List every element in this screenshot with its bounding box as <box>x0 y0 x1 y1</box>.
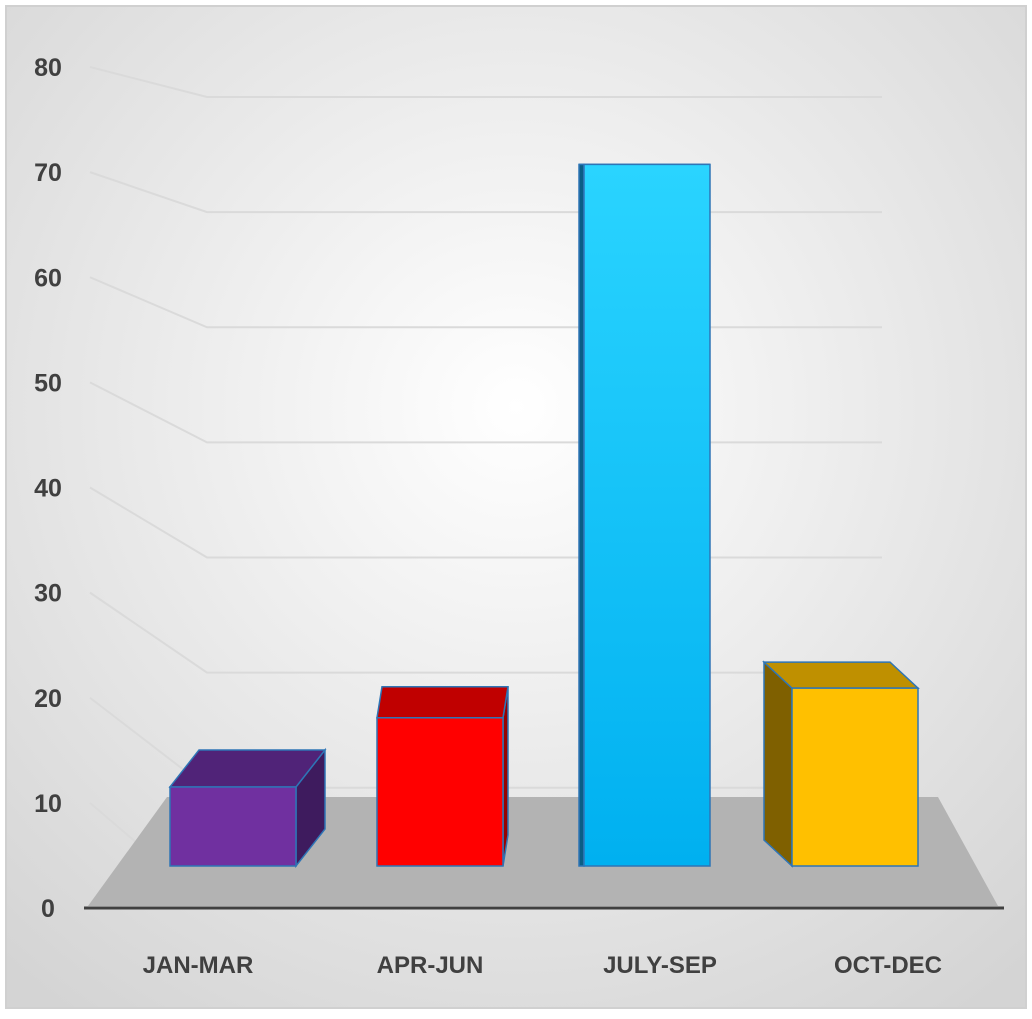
y-axis: 0 10 20 30 40 50 60 70 80 <box>34 54 62 923</box>
bar-apr-jun <box>376 686 509 867</box>
bar-front <box>169 786 297 867</box>
y-tick-label: 50 <box>34 369 62 397</box>
bars <box>168 163 920 869</box>
bar-top <box>762 661 920 689</box>
y-tick-label: 60 <box>34 264 62 292</box>
y-tick-label: 10 <box>34 790 62 818</box>
x-tick-label: JULY-SEP <box>603 952 717 979</box>
bar-oct-dec <box>762 660 920 868</box>
gridline <box>89 66 882 98</box>
x-tick-label: OCT-DEC <box>834 952 942 979</box>
y-tick-label: 30 <box>34 580 62 608</box>
bar-front <box>791 687 919 867</box>
x-tick-label: JAN-MAR <box>143 952 254 979</box>
bar-front <box>376 717 504 867</box>
bar-front <box>583 163 711 867</box>
x-axis: JAN-MAR APR-JUN JULY-SEP OCT-DEC <box>84 906 1004 979</box>
bar-jan-mar <box>168 747 327 869</box>
x-tick-label: APR-JUN <box>377 952 484 979</box>
y-tick-label: 0 <box>41 895 55 923</box>
bar-side <box>763 660 793 868</box>
bar-top <box>376 686 509 719</box>
y-tick-label: 80 <box>34 54 62 82</box>
y-tick-label: 20 <box>34 685 62 713</box>
bar-july-sep <box>578 163 711 867</box>
y-tick-label: 40 <box>34 475 62 503</box>
y-tick-label: 70 <box>34 159 62 187</box>
